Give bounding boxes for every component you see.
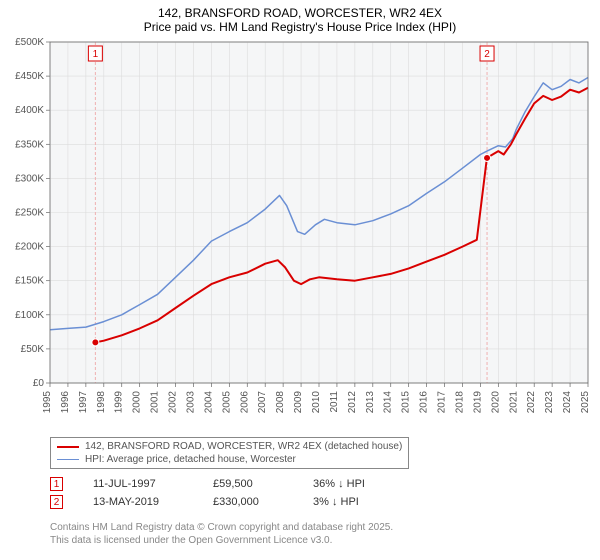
marker-date: 13-MAY-2019 [93,496,183,508]
marker-row: 1 11-JUL-1997 £59,500 36% ↓ HPI [50,475,592,493]
marker-number-box: 1 [50,477,63,491]
svg-text:2018: 2018 [454,391,465,414]
svg-text:£300K: £300K [15,173,44,184]
svg-text:£0: £0 [33,378,45,389]
event-marker-table: 1 11-JUL-1997 £59,500 36% ↓ HPI 2 13-MAY-2019… [50,475,592,511]
legend-item: HPI: Average price, detached house, Worc… [57,453,402,466]
svg-text:2019: 2019 [472,391,483,414]
svg-text:2022: 2022 [526,391,537,414]
svg-text:2000: 2000 [132,391,143,414]
svg-text:£400K: £400K [15,105,44,116]
svg-text:1998: 1998 [96,391,107,414]
svg-text:1999: 1999 [114,391,125,414]
svg-text:2003: 2003 [185,391,196,414]
chart-title-block: 142, BRANSFORD ROAD, WORCESTER, WR2 4EX … [8,6,592,34]
legend-label: HPI: Average price, detached house, Worc… [85,454,296,465]
svg-text:2007: 2007 [257,391,268,414]
marker-row: 2 13-MAY-2019 £330,000 3% ↓ HPI [50,493,592,511]
marker-price: £330,000 [213,496,283,508]
title-line-2: Price paid vs. HM Land Registry's House … [8,20,592,34]
svg-text:1997: 1997 [78,391,89,414]
marker-number-box: 2 [50,495,63,509]
page-root: 142, BRANSFORD ROAD, WORCESTER, WR2 4EX … [0,0,600,560]
svg-text:£50K: £50K [21,344,45,355]
svg-text:2009: 2009 [293,391,304,414]
svg-text:£250K: £250K [15,208,44,219]
svg-text:2021: 2021 [508,391,519,414]
legend-label: 142, BRANSFORD ROAD, WORCESTER, WR2 4EX … [85,441,402,452]
legend-swatch [57,446,79,448]
marker-date: 11-JUL-1997 [93,478,183,490]
svg-text:2005: 2005 [221,391,232,414]
svg-text:2002: 2002 [168,391,179,414]
footer-attribution: Contains HM Land Registry data © Crown c… [50,521,592,547]
svg-text:2010: 2010 [311,391,322,414]
svg-text:2001: 2001 [150,391,161,414]
svg-text:2024: 2024 [562,391,573,414]
footer-line-1: Contains HM Land Registry data © Crown c… [50,521,592,534]
svg-text:£350K: £350K [15,139,44,150]
svg-text:2: 2 [484,49,490,60]
svg-text:£150K: £150K [15,276,44,287]
svg-text:1: 1 [93,49,99,60]
svg-text:£450K: £450K [15,71,44,82]
legend-item: 142, BRANSFORD ROAD, WORCESTER, WR2 4EX … [57,440,402,453]
svg-text:2011: 2011 [329,391,340,413]
svg-text:2016: 2016 [419,391,430,414]
svg-text:2014: 2014 [383,391,394,414]
svg-text:2023: 2023 [544,391,555,414]
legend-swatch [57,459,79,460]
footer-line-2: This data is licensed under the Open Gov… [50,534,592,547]
svg-text:£500K: £500K [15,38,44,48]
price-chart: £0 £50K £100K £150K £200K £250K £300K £350K £400… [8,38,592,433]
svg-text:2012: 2012 [347,391,358,414]
svg-text:1996: 1996 [60,391,71,414]
svg-text:£200K: £200K [15,242,44,253]
svg-text:2017: 2017 [437,391,448,414]
marker-delta: 36% ↓ HPI [313,478,365,490]
marker-delta: 3% ↓ HPI [313,496,359,508]
title-line-1: 142, BRANSFORD ROAD, WORCESTER, WR2 4EX [8,6,592,20]
svg-text:1995: 1995 [42,391,53,414]
svg-text:2013: 2013 [365,391,376,414]
svg-text:2015: 2015 [401,391,412,414]
marker-price: £59,500 [213,478,283,490]
svg-text:£100K: £100K [15,310,44,321]
chart-legend: 142, BRANSFORD ROAD, WORCESTER, WR2 4EX … [50,437,409,469]
svg-text:2008: 2008 [275,391,286,414]
svg-text:2020: 2020 [490,391,501,414]
svg-text:2004: 2004 [203,391,214,414]
svg-text:2025: 2025 [580,391,591,414]
svg-text:2006: 2006 [239,391,250,414]
